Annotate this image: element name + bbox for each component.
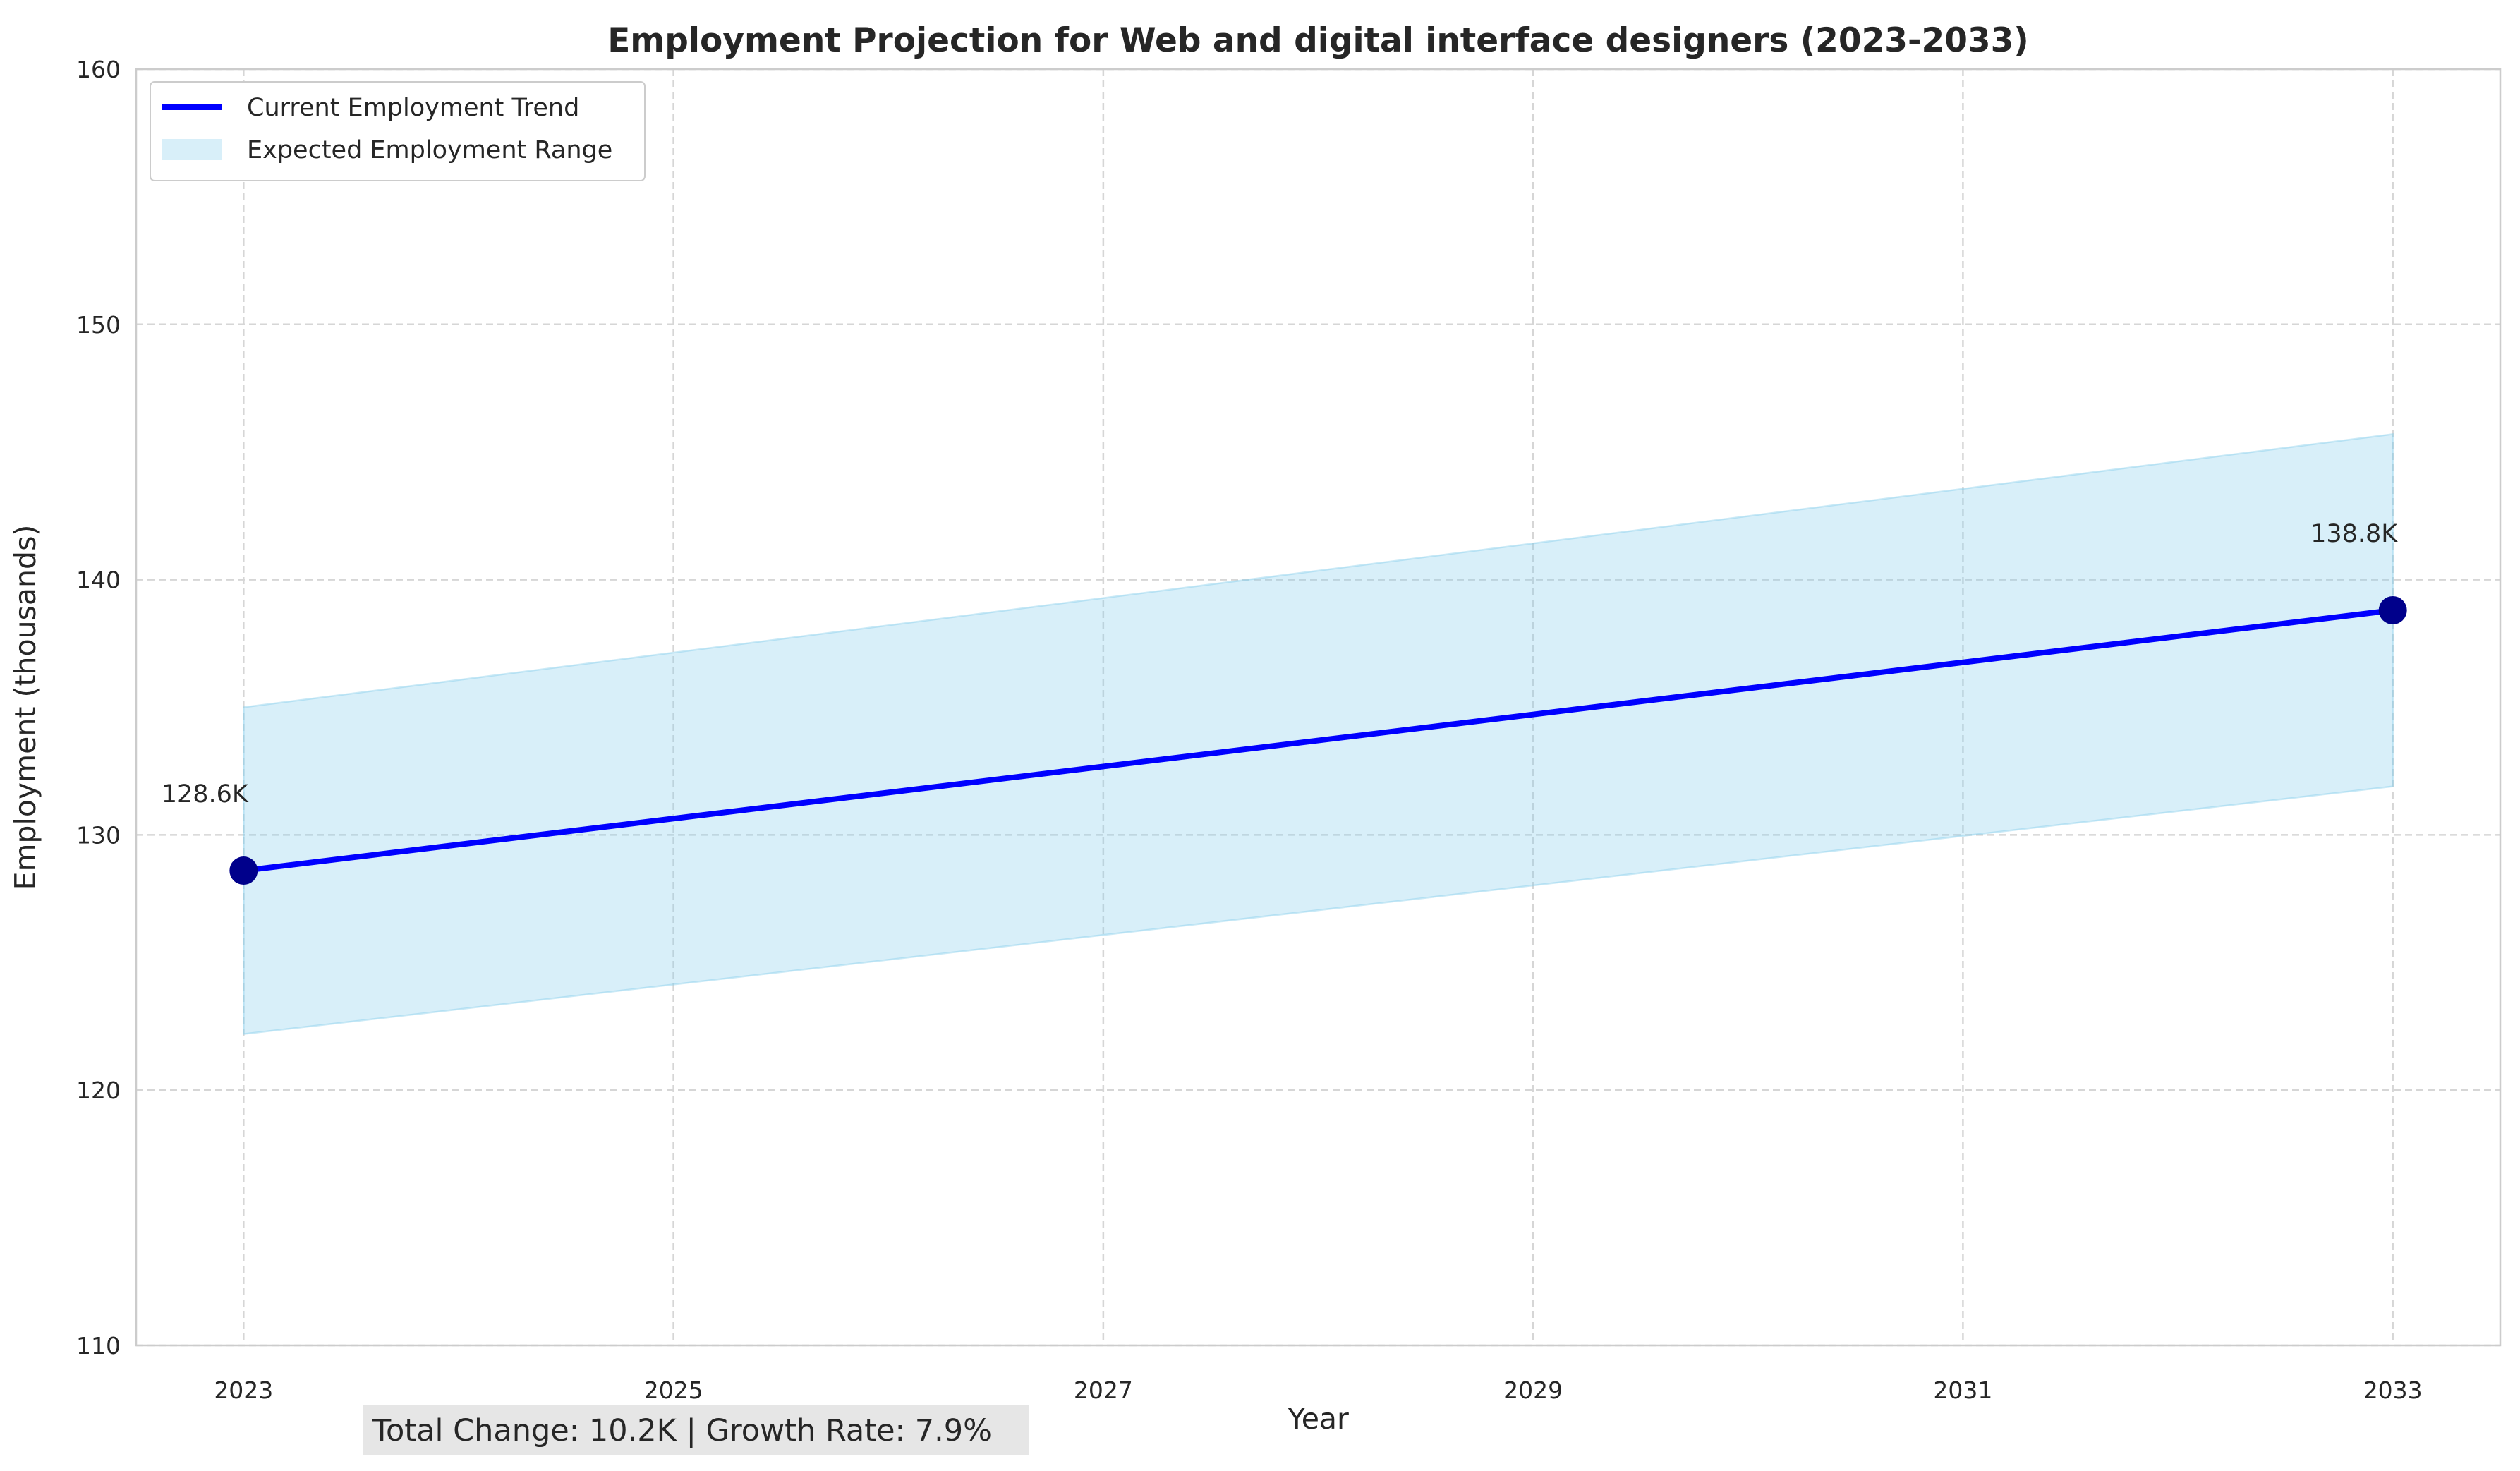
legend-range-swatch xyxy=(162,139,222,160)
legend-label-trend: Current Employment Trend xyxy=(247,94,579,122)
x-tick-label: 2025 xyxy=(644,1376,703,1404)
data-point-markers xyxy=(229,596,2407,885)
stats-text: Total Change: 10.2K | Growth Rate: 7.9% xyxy=(372,1413,992,1448)
x-tick-label: 2033 xyxy=(2363,1376,2423,1404)
x-tick-label: 2027 xyxy=(1074,1376,1133,1404)
legend-label-range: Expected Employment Range xyxy=(247,136,612,164)
y-tick-label: 140 xyxy=(76,567,121,594)
y-tick-label: 150 xyxy=(76,311,121,339)
data-point-marker xyxy=(229,856,258,885)
y-tick-label: 120 xyxy=(76,1077,121,1104)
x-tick-label: 2029 xyxy=(1503,1376,1563,1404)
stats-box-background xyxy=(363,1405,1029,1455)
legend: Current Employment Trend Expected Employ… xyxy=(150,81,646,181)
x-tick-label: 2023 xyxy=(214,1376,273,1404)
data-labels: 128.6K 138.8K xyxy=(162,520,2399,809)
y-tick-label: 160 xyxy=(76,56,121,83)
x-tick-label: 2031 xyxy=(1933,1376,1992,1404)
stats-box: Total Change: 10.2K | Growth Rate: 7.9% xyxy=(363,1405,1029,1455)
axis-ticks: 2023 2025 2027 2029 2031 2033 110 120 130 140 150 1… xyxy=(76,56,2423,1404)
x-axis-label: Year xyxy=(1287,1402,1349,1436)
plot-area-frame xyxy=(135,68,2502,1347)
trend-line-layer xyxy=(241,607,2396,874)
y-tick-label: 110 xyxy=(76,1332,121,1360)
chart-title: Employment Projection for Web and digita… xyxy=(607,21,2029,60)
expected-range-area xyxy=(243,432,2394,1036)
y-tick-label: 130 xyxy=(76,821,121,849)
legend-box xyxy=(150,81,646,181)
data-point-marker xyxy=(2378,596,2407,625)
y-axis-label: Employment (thousands) xyxy=(8,525,42,890)
trend-line xyxy=(241,607,2396,874)
expected-range-band xyxy=(243,432,2394,1036)
data-label: 138.8K xyxy=(2310,520,2398,548)
data-label: 128.6K xyxy=(162,780,249,809)
